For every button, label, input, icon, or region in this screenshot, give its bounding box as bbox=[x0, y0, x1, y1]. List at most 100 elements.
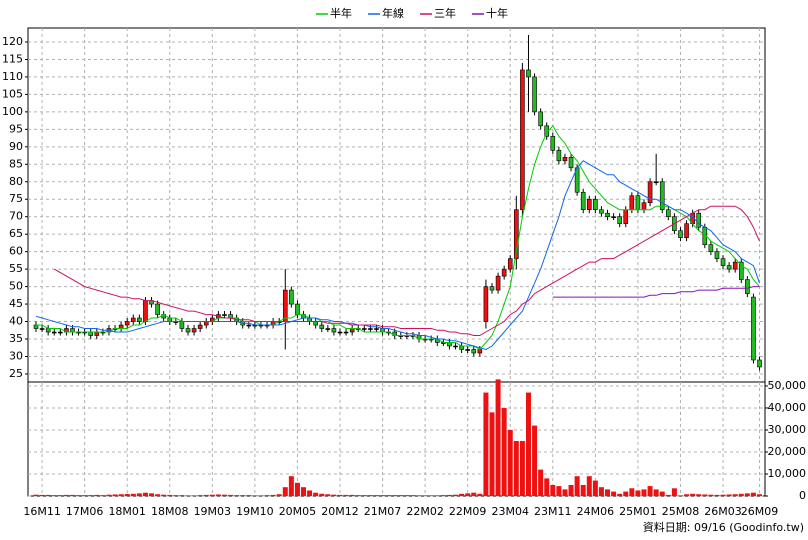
candle-body bbox=[495, 275, 501, 291]
volume-bar bbox=[507, 429, 513, 496]
volume-bar bbox=[258, 495, 264, 496]
volume-bar bbox=[483, 392, 489, 496]
candle-body bbox=[453, 345, 458, 348]
legend-label: 三年 bbox=[434, 6, 456, 20]
volume-bar bbox=[276, 494, 282, 496]
volume-bar bbox=[440, 495, 446, 496]
volume-bar bbox=[392, 495, 398, 496]
volume-bar bbox=[252, 495, 258, 496]
candle-body bbox=[568, 156, 574, 169]
volume-bar bbox=[161, 494, 167, 496]
volume-bar bbox=[221, 494, 227, 496]
volume-bar bbox=[191, 495, 197, 496]
volume-bar bbox=[671, 488, 677, 496]
ma-line bbox=[35, 160, 760, 351]
candle-body bbox=[203, 321, 209, 326]
y-tick-label: 30 bbox=[9, 349, 23, 362]
volume-bar bbox=[142, 492, 148, 496]
y-tick-label: 90 bbox=[9, 140, 23, 153]
volume-bar bbox=[331, 494, 337, 496]
volume-bar bbox=[738, 493, 744, 496]
y-tick-label: 115 bbox=[2, 52, 23, 65]
y-tick-label: 110 bbox=[2, 70, 23, 83]
volume-bar bbox=[33, 494, 39, 496]
candle-body bbox=[374, 328, 379, 330]
candle-body bbox=[313, 321, 318, 326]
volume-bar bbox=[270, 494, 276, 496]
candle-body bbox=[289, 289, 294, 305]
candle-body bbox=[130, 317, 136, 322]
y2-tick-label: 40,000 bbox=[768, 401, 807, 414]
candle-body bbox=[331, 328, 337, 333]
candle-body bbox=[520, 69, 525, 211]
candle-body bbox=[447, 342, 452, 347]
candle-body bbox=[538, 111, 543, 127]
volume-bar bbox=[586, 476, 592, 496]
candle-body bbox=[696, 212, 702, 228]
candle-body bbox=[757, 359, 762, 368]
candle-body bbox=[143, 300, 148, 322]
volume-bar bbox=[197, 495, 203, 496]
candle-body bbox=[507, 258, 513, 270]
volume-bar bbox=[568, 484, 574, 496]
volume-bar bbox=[550, 484, 556, 496]
volume-bar bbox=[63, 494, 69, 496]
volume-bar bbox=[337, 494, 343, 496]
candle-body bbox=[629, 195, 635, 211]
volume-bar bbox=[592, 480, 598, 496]
candle-body bbox=[605, 212, 610, 218]
y-tick-label: 75 bbox=[9, 192, 23, 205]
candle-body bbox=[580, 191, 586, 211]
volume-bar bbox=[434, 495, 440, 496]
candle-body bbox=[191, 328, 197, 333]
volume-bar bbox=[349, 494, 355, 496]
volume-bar bbox=[94, 494, 100, 496]
x-tick-label: 22M09 bbox=[449, 505, 487, 518]
x-tick-label: 21M07 bbox=[364, 505, 402, 518]
ma-line bbox=[53, 205, 760, 336]
volume-bar bbox=[653, 489, 659, 496]
volume-bar bbox=[422, 495, 428, 496]
x-tick-label: 16M11 bbox=[23, 505, 61, 518]
y-tick-label: 25 bbox=[9, 367, 23, 380]
candle-body bbox=[647, 181, 653, 204]
volume-bar bbox=[167, 494, 173, 496]
candle-body bbox=[124, 321, 130, 326]
source-note: 資料日期: 09/16 (Goodinfo.tw) bbox=[643, 520, 804, 534]
volume-bar bbox=[659, 491, 665, 496]
volume-bar bbox=[446, 494, 452, 496]
candle-body bbox=[593, 198, 598, 211]
volume-bar bbox=[544, 478, 550, 496]
candle-body bbox=[94, 331, 100, 336]
y-tick-label: 40 bbox=[9, 315, 23, 328]
candle-body bbox=[295, 303, 300, 315]
x-tick-label: 25M01 bbox=[619, 505, 657, 518]
volume-bar bbox=[708, 494, 714, 496]
candle-body bbox=[732, 261, 738, 270]
y2-tick-label: 10,000 bbox=[768, 467, 807, 480]
candle-body bbox=[246, 324, 252, 327]
x-tick-label: 19M03 bbox=[194, 505, 232, 518]
candle-body bbox=[319, 324, 325, 329]
volume-bar bbox=[149, 493, 155, 496]
x-tick-label: 18M01 bbox=[108, 505, 146, 518]
y-tick-label: 100 bbox=[2, 105, 23, 118]
candle-body bbox=[155, 303, 160, 315]
volume-bar bbox=[726, 494, 732, 496]
candle-body bbox=[362, 328, 367, 330]
volume-bar bbox=[513, 440, 519, 496]
volume-bar bbox=[288, 476, 294, 496]
volume-bar bbox=[118, 494, 124, 496]
volume-bar bbox=[380, 495, 386, 496]
volume-bar bbox=[690, 493, 696, 496]
x-tick-label: 17M06 bbox=[66, 505, 104, 518]
volume-bar bbox=[501, 407, 507, 496]
candle-body bbox=[459, 345, 464, 350]
legend-label: 十年 bbox=[486, 6, 508, 20]
volume-bar bbox=[185, 495, 191, 496]
volume-bar bbox=[416, 495, 422, 496]
volume-bar bbox=[130, 493, 136, 496]
volume-bar bbox=[641, 489, 647, 496]
x-tick-label: 23M04 bbox=[491, 505, 529, 518]
volume-bar bbox=[386, 495, 392, 496]
